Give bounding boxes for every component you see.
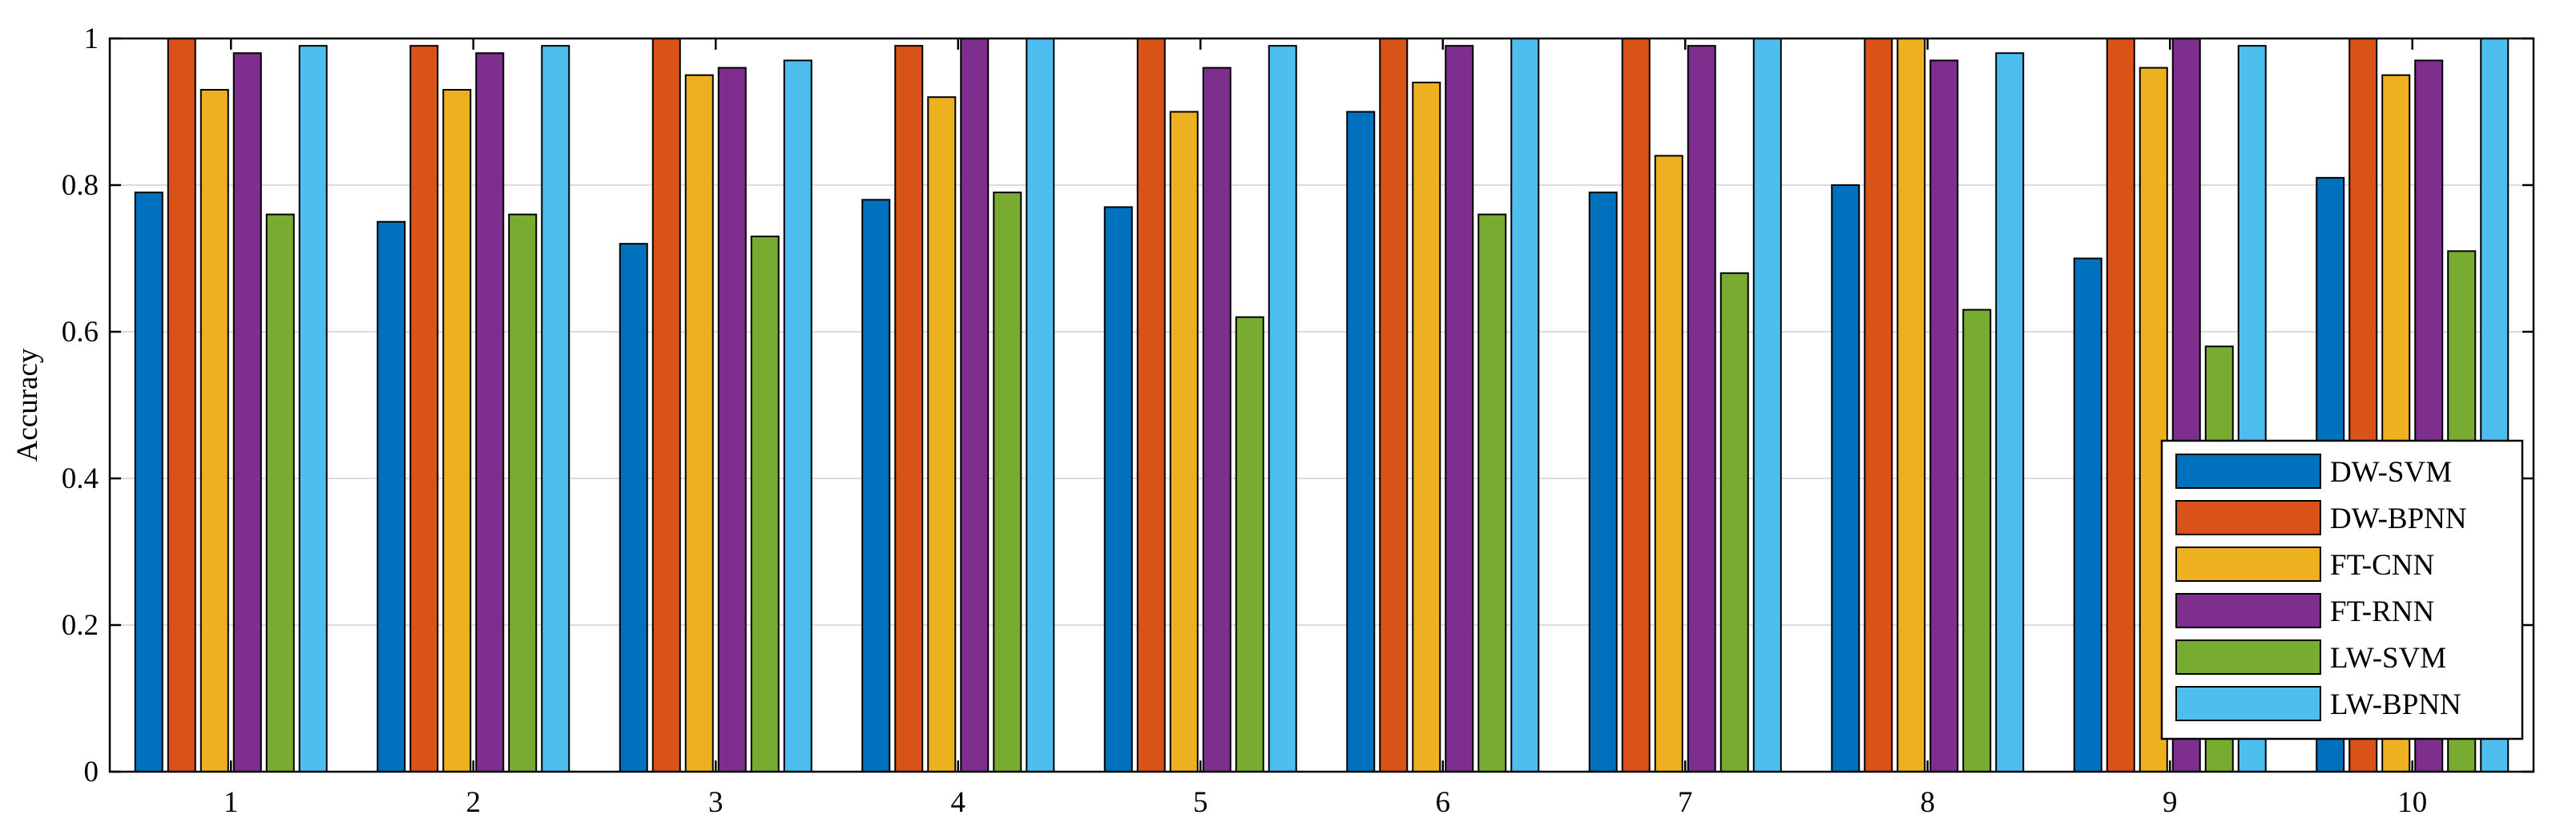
y-tick-label: 0.8 [62, 169, 99, 202]
x-tick-label: 8 [1921, 786, 1936, 819]
legend-swatch-dw-svm [2175, 454, 2321, 489]
legend-label-lw-svm: LW-SVM [2330, 642, 2446, 675]
bar-dw-bpnn-7 [1621, 38, 1651, 773]
bar-lw-bpnn-6 [1510, 38, 1540, 773]
x-tick-label: 7 [1678, 786, 1693, 819]
bar-lw-bpnn-8 [1995, 52, 2025, 773]
bar-ft-rnn-6 [1445, 45, 1474, 773]
bar-lw-svm-3 [750, 236, 780, 773]
bar-dw-bpnn-5 [1136, 38, 1166, 773]
legend-label-dw-svm: DW-SVM [2330, 456, 2452, 489]
x-tick-label: 2 [466, 786, 482, 819]
y-tick-label: 0 [84, 756, 99, 789]
bar-dw-bpnn-8 [1864, 38, 1893, 773]
bar-ft-rnn-3 [717, 67, 747, 773]
x-tick-label: 4 [951, 786, 966, 819]
bar-lw-svm-6 [1477, 213, 1507, 773]
bar-ft-cnn-2 [442, 89, 472, 773]
bar-ft-cnn-8 [1897, 38, 1926, 773]
bar-ft-rnn-4 [960, 38, 990, 773]
y-tick-label: 1 [84, 22, 99, 55]
bar-ft-cnn-7 [1654, 155, 1683, 773]
legend-swatch-dw-bpnn [2175, 500, 2321, 535]
bar-lw-svm-5 [1235, 316, 1264, 773]
bar-lw-svm-8 [1962, 309, 1992, 773]
bar-dw-svm-6 [1346, 111, 1376, 773]
bar-dw-bpnn-4 [894, 45, 924, 773]
bar-lw-bpnn-4 [1026, 38, 1055, 773]
legend-swatch-lw-svm [2175, 639, 2321, 675]
bar-lw-bpnn-5 [1268, 45, 1297, 773]
x-tick-label: 10 [2397, 786, 2427, 819]
y-tick-label: 0.4 [62, 462, 99, 495]
x-tick-label: 6 [1436, 786, 1451, 819]
bar-dw-svm-3 [619, 243, 648, 773]
axes-layer: 0 0.2 0.4 0.6 0.8 1 1 2 3 4 5 6 7 8 9 10 [62, 22, 2535, 819]
y-axis-label: Accuracy [11, 348, 44, 462]
legend: DW-SVM DW-BPNN FT-CNN FT-RNN LW-SVM LW-BPNN [2160, 439, 2524, 740]
bar-lw-bpnn-2 [541, 45, 570, 773]
bar-lw-svm-1 [265, 213, 295, 773]
bar-dw-svm-7 [1588, 192, 1618, 773]
y-tick-label: 0.6 [62, 316, 99, 349]
bar-ft-rnn-7 [1687, 45, 1716, 773]
bar-dw-svm-4 [861, 199, 891, 773]
bars-layer [134, 38, 2509, 773]
bar-dw-svm-2 [377, 220, 406, 773]
legend-label-dw-bpnn: DW-BPNN [2330, 502, 2467, 535]
x-tick-label: 3 [708, 786, 724, 819]
bar-ft-cnn-4 [927, 96, 957, 773]
legend-swatch-ft-cnn [2175, 547, 2321, 582]
bar-dw-svm-1 [134, 192, 163, 773]
x-tick-label: 9 [2163, 786, 2178, 819]
bar-lw-svm-7 [1719, 272, 1749, 773]
legend-swatch-lw-bpnn [2175, 686, 2321, 721]
axes-box [108, 37, 2535, 773]
legend-swatch-ft-rnn [2175, 593, 2321, 628]
bar-ft-rnn-8 [1929, 59, 1959, 773]
bar-lw-bpnn-1 [298, 45, 328, 773]
bar-ft-cnn-1 [200, 89, 229, 773]
bar-ft-cnn-3 [684, 74, 714, 773]
bar-lw-svm-4 [993, 192, 1022, 773]
x-tick-label: 1 [224, 786, 239, 819]
bar-dw-svm-9 [2073, 257, 2102, 773]
bar-dw-svm-5 [1103, 206, 1133, 773]
bar-ft-cnn-6 [1412, 81, 1441, 773]
bar-ft-rnn-5 [1202, 67, 1232, 773]
bar-ft-rnn-2 [475, 52, 505, 773]
bar-dw-bpnn-3 [651, 38, 681, 773]
x-tick-label: 5 [1193, 786, 1208, 819]
bar-dw-bpnn-1 [167, 38, 196, 773]
y-tick-label: 0.2 [62, 609, 99, 642]
bar-lw-bpnn-7 [1752, 38, 1782, 773]
legend-label-ft-cnn: FT-CNN [2330, 549, 2434, 582]
bar-ft-rnn-1 [232, 52, 262, 773]
legend-label-lw-bpnn: LW-BPNN [2330, 688, 2461, 721]
bar-dw-bpnn-2 [409, 45, 439, 773]
bar-dw-bpnn-6 [1379, 38, 1409, 773]
bar-dw-svm-8 [1831, 184, 1860, 773]
bar-lw-svm-2 [508, 213, 538, 773]
legend-label-ft-rnn: FT-RNN [2330, 595, 2434, 628]
bar-lw-bpnn-3 [783, 59, 812, 773]
bar-ft-cnn-5 [1169, 111, 1199, 773]
bar-dw-bpnn-9 [2106, 38, 2135, 773]
